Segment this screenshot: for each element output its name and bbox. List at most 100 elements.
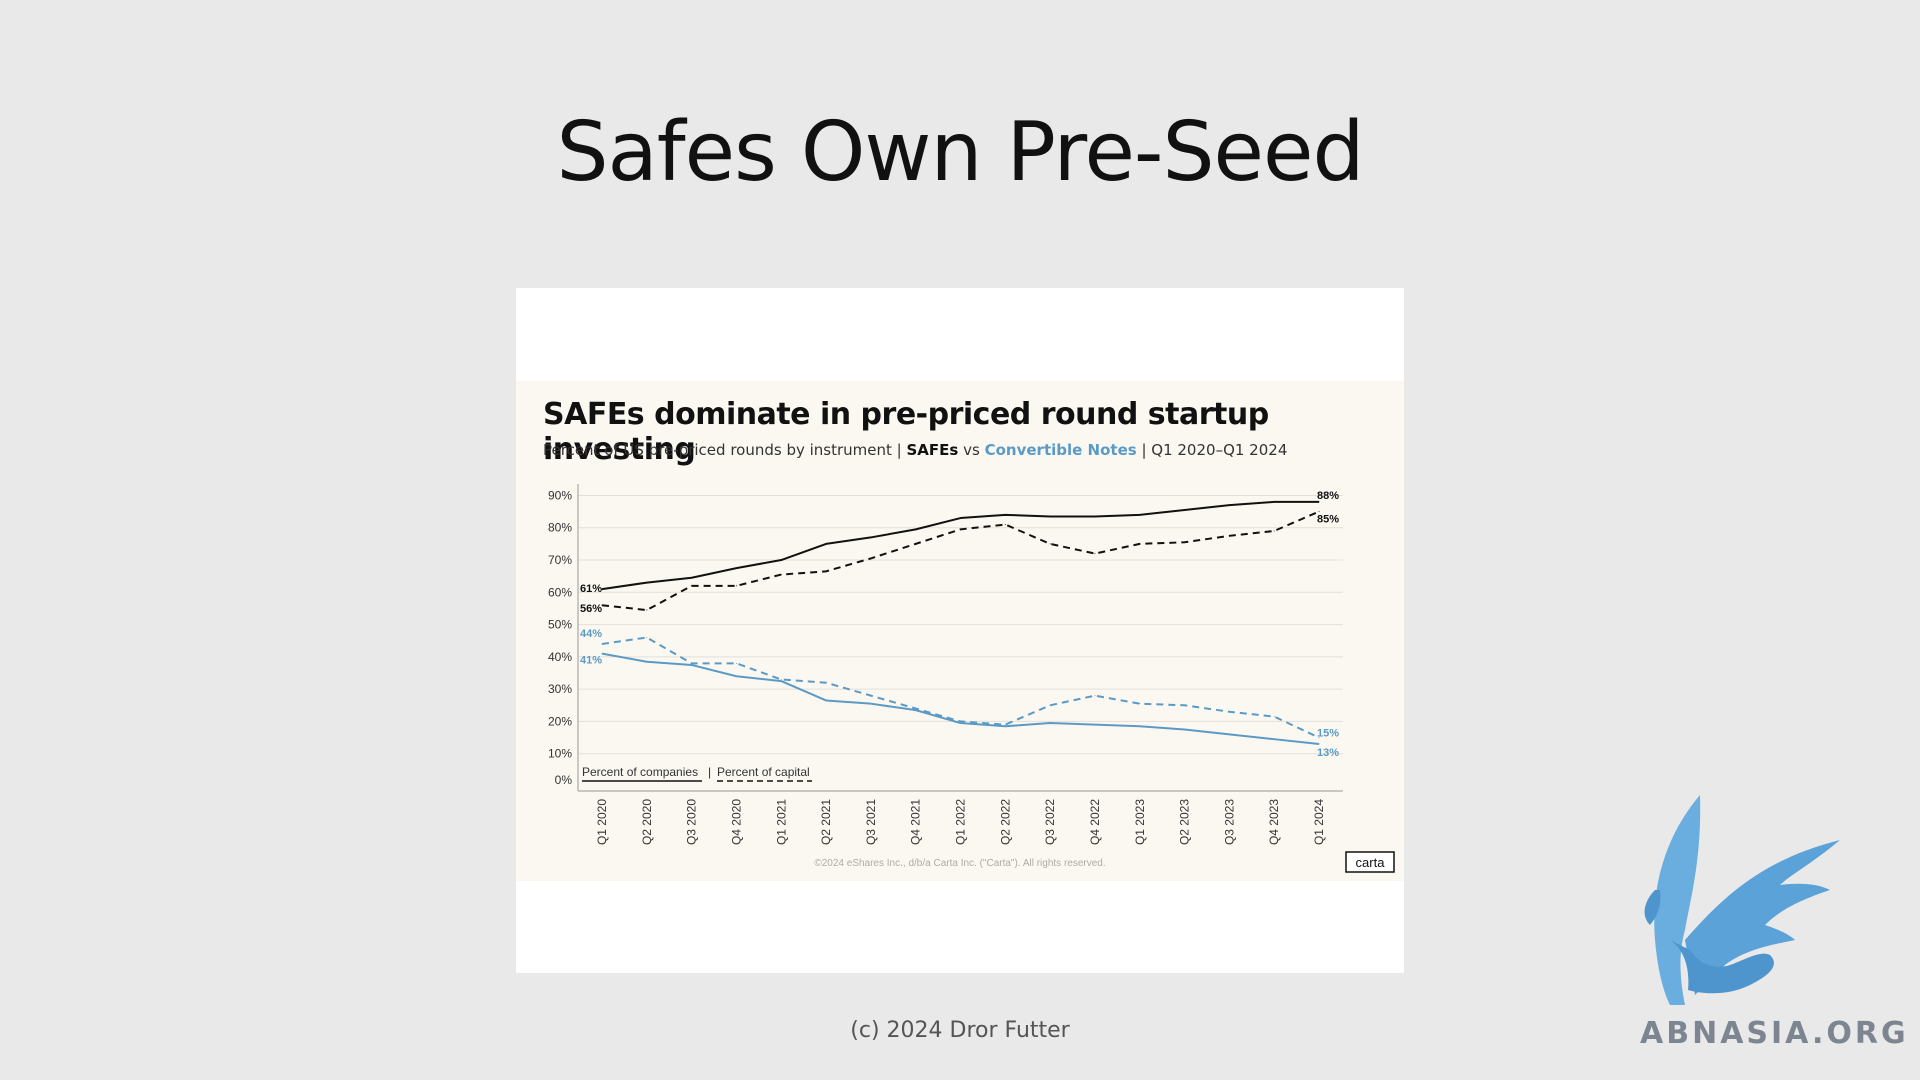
data-point (1273, 716, 1275, 718)
line-chart: 90% 80% 70% 60% 50% 40% 30% 20% 10% 0% Q1 2020 Q2 2… (548, 484, 1395, 873)
x-tick-label: Q4 2022 (1088, 799, 1102, 845)
start-data-label: 56% (580, 603, 602, 615)
data-point (1318, 501, 1320, 503)
data-point (691, 662, 693, 664)
legend-separator: | (708, 765, 711, 779)
data-point (960, 722, 961, 724)
y-tick-label: 20% (548, 714, 572, 728)
data-point (1049, 722, 1051, 724)
data-point (960, 720, 961, 722)
data-point (646, 582, 648, 584)
x-tick-label: Q3 2023 (1222, 799, 1236, 845)
data-point (915, 543, 917, 545)
data-point (1139, 514, 1141, 516)
x-tick-label: Q4 2023 (1267, 799, 1281, 845)
data-point (825, 543, 827, 545)
data-point (960, 528, 961, 530)
watermark-text: ABNASIA.ORG (1640, 1016, 1909, 1051)
data-point (646, 661, 648, 663)
data-point (601, 653, 603, 655)
data-point (915, 708, 917, 710)
data-point (691, 664, 693, 666)
data-point (825, 682, 827, 684)
data-point (1228, 535, 1230, 537)
data-point (960, 517, 961, 519)
y-tick-label: 50% (548, 618, 572, 632)
data-point (780, 678, 782, 680)
data-point (1184, 704, 1186, 706)
data-point (825, 570, 827, 572)
data-point (1004, 725, 1006, 727)
data-point (1273, 738, 1275, 740)
y-tick-label: 30% (548, 682, 572, 696)
x-tick-label: Q1 2020 (595, 799, 609, 845)
subtitle-vs: vs (963, 441, 980, 459)
y-tick-label: 70% (548, 553, 572, 567)
x-tick-label: Q1 2023 (1133, 799, 1147, 845)
x-tick-label: Q1 2024 (1312, 799, 1326, 845)
x-tick-label: Q4 2021 (909, 799, 923, 845)
chart-panel (516, 381, 1404, 881)
data-point (1273, 501, 1275, 503)
data-point (1049, 543, 1051, 545)
brand-logo-text: carta (1356, 855, 1386, 870)
data-point (1184, 509, 1186, 511)
data-point (1004, 724, 1006, 726)
series-line (601, 500, 1319, 591)
data-point (1318, 737, 1320, 739)
x-tick-label: Q2 2021 (819, 799, 833, 845)
data-point (646, 609, 648, 611)
x-tick-label: Q4 2020 (729, 799, 743, 845)
data-point (735, 675, 737, 677)
y-tick-label: 60% (548, 585, 572, 599)
data-point (1004, 524, 1006, 526)
data-point (601, 588, 603, 590)
data-point (601, 643, 603, 645)
data-point (1049, 515, 1051, 517)
y-tick-label: 10% (548, 747, 572, 761)
data-point (735, 585, 737, 587)
data-point (915, 528, 917, 530)
y-tick-label: 90% (548, 488, 572, 502)
data-point (1094, 515, 1096, 517)
data-point (1139, 543, 1141, 545)
legend-solid-label: Percent of companies (582, 765, 698, 779)
data-point (780, 559, 782, 561)
x-tick-label: Q2 2022 (998, 799, 1012, 845)
data-point (691, 585, 693, 587)
data-point (691, 577, 693, 579)
x-tick-label: Q3 2020 (685, 799, 699, 845)
y-tick-label: 40% (548, 650, 572, 664)
start-data-label: 44% (580, 628, 602, 640)
copyright-text: ©2024 eShares Inc., d/b/a Carta Inc. ("C… (814, 858, 1105, 869)
data-point (1318, 743, 1320, 745)
data-point (780, 680, 782, 682)
y-tick-label: 80% (548, 521, 572, 535)
subtitle-prefix: Percent of US pre-priced rounds by instr… (543, 441, 902, 459)
data-point (1004, 514, 1006, 516)
series-line (601, 652, 1320, 746)
data-point (1228, 733, 1230, 735)
data-point (735, 567, 737, 569)
data-point (1318, 511, 1320, 513)
data-point (870, 557, 872, 559)
data-point (1184, 541, 1186, 543)
data-point (1273, 530, 1275, 532)
data-point (915, 709, 917, 711)
start-data-label: 41% (580, 655, 602, 667)
data-point (1094, 695, 1096, 697)
start-data-label: 61% (580, 583, 602, 595)
x-tick-label: Q1 2021 (774, 799, 788, 845)
data-point (1139, 703, 1141, 705)
griffin-logo-icon (1644, 795, 1840, 1005)
data-point (825, 699, 827, 701)
data-point (1228, 504, 1230, 506)
data-point (870, 536, 872, 538)
series-line (601, 510, 1320, 612)
chart-card: SAFEs dominate in pre-priced round start… (516, 288, 1404, 973)
data-point (1094, 724, 1096, 726)
data-point (1139, 725, 1141, 727)
subtitle-suffix: | Q1 2020–Q1 2024 (1141, 441, 1288, 459)
slide-footer: (c) 2024 Dror Futter (850, 1018, 1070, 1043)
x-tick-label: Q3 2022 (1043, 799, 1057, 845)
